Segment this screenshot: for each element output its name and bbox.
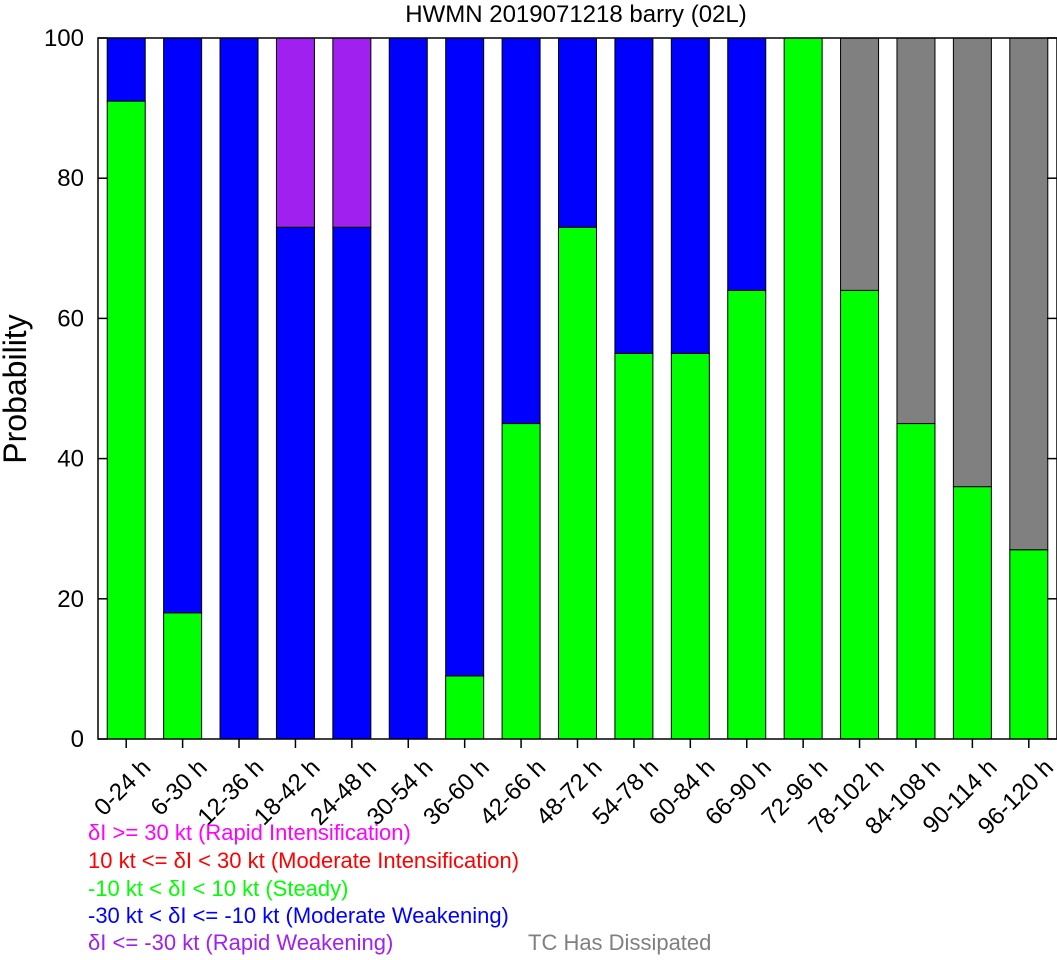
legend-rapid-weakening: δI <= -30 kt (Rapid Weakening): [88, 930, 394, 955]
bar-segment: [275, 37, 315, 228]
legend-moderate-weakening: -30 kt < δI <= -10 kt (Moderate Weakenin…: [88, 903, 509, 928]
bar-segment: [501, 37, 541, 425]
bars-layer: [106, 37, 1049, 740]
bar-segment: [670, 352, 710, 740]
bar-segment: [727, 37, 767, 291]
y-tick-label: 40: [57, 446, 84, 473]
y-tick-label: 80: [57, 165, 84, 192]
bar-segment: [332, 37, 372, 228]
bar-segment: [896, 37, 936, 425]
y-axis-label: Probability: [0, 314, 33, 463]
bar-segment: [670, 37, 710, 354]
bar-segment: [275, 226, 315, 740]
bar-segment: [163, 612, 203, 740]
bar-segment: [163, 37, 203, 614]
bar-segment: [727, 289, 767, 740]
y-tick-label: 60: [57, 305, 84, 332]
bar-segment: [952, 486, 992, 740]
bar-segment: [219, 37, 259, 740]
bar-segment: [1009, 37, 1049, 551]
y-tick-label: 0: [71, 726, 84, 753]
bar-segment: [445, 37, 485, 677]
legend-rapid-intensification: δI >= 30 kt (Rapid Intensification): [88, 820, 411, 845]
bar-segment: [840, 37, 880, 291]
legend-tc-dissipated: TC Has Dissipated: [528, 930, 712, 955]
bar-segment: [106, 37, 146, 102]
bar-segment: [840, 289, 880, 740]
bar-segment: [614, 352, 654, 740]
bar-segment: [614, 37, 654, 354]
legend-moderate-intensification: 10 kt <= δI < 30 kt (Moderate Intensific…: [88, 848, 520, 873]
bar-segment: [106, 100, 146, 740]
bar-segment: [388, 37, 428, 740]
bar-segment: [952, 37, 992, 488]
bar-segment: [896, 423, 936, 740]
x-tick-label: 0-24 h: [89, 754, 156, 821]
bar-segment: [332, 226, 372, 740]
y-tick-label: 20: [57, 586, 84, 613]
bar-segment: [558, 226, 597, 740]
y-tick-label: 100: [44, 25, 84, 52]
bar-segment: [445, 675, 485, 740]
legend-steady: -10 kt < δI < 10 kt (Steady): [88, 876, 349, 901]
bar-segment: [501, 423, 541, 740]
bar-segment: [783, 37, 823, 740]
chart-title: HWMN 2019071218 barry (02L): [405, 1, 747, 28]
bar-segment: [558, 37, 597, 228]
bar-segment: [1009, 549, 1049, 740]
